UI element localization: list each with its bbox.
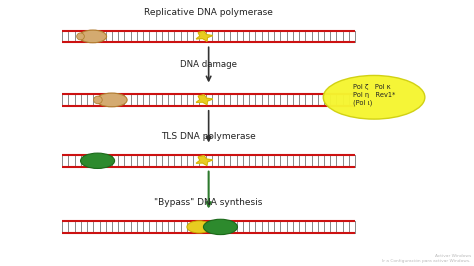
Ellipse shape bbox=[203, 219, 237, 235]
Ellipse shape bbox=[94, 96, 102, 104]
Text: TLS DNA polymerase: TLS DNA polymerase bbox=[161, 132, 256, 141]
Text: "Bypass" DNA synthesis: "Bypass" DNA synthesis bbox=[155, 198, 263, 207]
Text: Activar Windows
Ir a Configuración para activar Windows.: Activar Windows Ir a Configuración para … bbox=[383, 254, 471, 263]
Ellipse shape bbox=[96, 93, 127, 107]
Text: DNA damage: DNA damage bbox=[180, 60, 237, 69]
Ellipse shape bbox=[187, 221, 211, 233]
Ellipse shape bbox=[79, 30, 107, 43]
Polygon shape bbox=[196, 95, 213, 105]
Polygon shape bbox=[196, 156, 213, 165]
Polygon shape bbox=[196, 31, 213, 41]
Ellipse shape bbox=[323, 76, 425, 119]
Ellipse shape bbox=[81, 153, 115, 168]
Text: Replicative DNA polymerase: Replicative DNA polymerase bbox=[144, 7, 273, 16]
Text: Pol ζ   Pol κ
Pol η   Rev1*
(Pol ι): Pol ζ Pol κ Pol η Rev1* (Pol ι) bbox=[353, 84, 395, 106]
Ellipse shape bbox=[77, 33, 84, 40]
